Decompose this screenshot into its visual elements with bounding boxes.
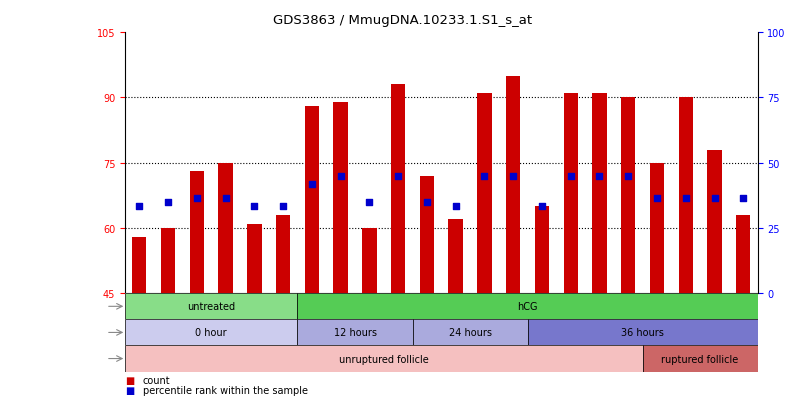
Bar xyxy=(448,220,463,294)
Bar xyxy=(189,172,204,294)
Bar xyxy=(125,294,297,320)
Point xyxy=(305,182,318,188)
Bar xyxy=(297,294,758,320)
Point xyxy=(219,195,232,201)
Text: unruptured follicle: unruptured follicle xyxy=(339,354,429,364)
Bar xyxy=(563,94,578,294)
Point xyxy=(737,195,750,201)
Point xyxy=(593,173,606,180)
Bar xyxy=(534,207,549,294)
Point xyxy=(621,173,634,180)
Point xyxy=(679,195,692,201)
Bar xyxy=(592,94,607,294)
Bar xyxy=(132,237,147,294)
Point xyxy=(478,173,491,180)
Bar xyxy=(218,163,233,294)
Bar xyxy=(679,98,693,294)
Text: hCG: hCG xyxy=(517,301,538,311)
Bar xyxy=(528,320,758,346)
Point xyxy=(162,199,175,206)
Text: 12 hours: 12 hours xyxy=(334,328,376,337)
Point xyxy=(363,199,376,206)
Text: GDS3863 / MmugDNA.10233.1.S1_s_at: GDS3863 / MmugDNA.10233.1.S1_s_at xyxy=(273,14,533,27)
Point xyxy=(190,195,203,201)
Point xyxy=(133,204,146,210)
Text: ruptured follicle: ruptured follicle xyxy=(662,354,739,364)
Bar xyxy=(247,224,261,294)
Point xyxy=(650,195,663,201)
Bar xyxy=(297,320,413,346)
Text: 36 hours: 36 hours xyxy=(621,328,664,337)
Point xyxy=(535,204,548,210)
Bar xyxy=(161,228,175,294)
Bar xyxy=(708,150,721,294)
Point xyxy=(449,204,462,210)
Point xyxy=(708,195,721,201)
Text: 24 hours: 24 hours xyxy=(449,328,492,337)
Bar xyxy=(413,320,528,346)
Text: ■: ■ xyxy=(125,385,134,395)
Bar xyxy=(334,102,348,294)
Bar xyxy=(650,163,664,294)
Text: percentile rank within the sample: percentile rank within the sample xyxy=(143,385,308,395)
Point xyxy=(392,173,405,180)
Point xyxy=(421,199,434,206)
Point xyxy=(248,204,261,210)
Bar xyxy=(305,107,319,294)
Bar xyxy=(642,346,758,372)
Bar xyxy=(621,98,635,294)
Bar xyxy=(736,216,750,294)
Point xyxy=(276,204,289,210)
Bar xyxy=(125,346,642,372)
Text: ■: ■ xyxy=(125,375,134,385)
Text: untreated: untreated xyxy=(187,301,235,311)
Bar xyxy=(477,94,492,294)
Bar xyxy=(276,216,290,294)
Bar xyxy=(506,76,521,294)
Bar xyxy=(391,85,405,294)
Point xyxy=(507,173,520,180)
Bar xyxy=(420,176,434,294)
Text: 0 hour: 0 hour xyxy=(195,328,227,337)
Point xyxy=(564,173,577,180)
Point xyxy=(334,173,347,180)
Bar xyxy=(362,228,376,294)
Text: count: count xyxy=(143,375,170,385)
Bar xyxy=(125,320,297,346)
